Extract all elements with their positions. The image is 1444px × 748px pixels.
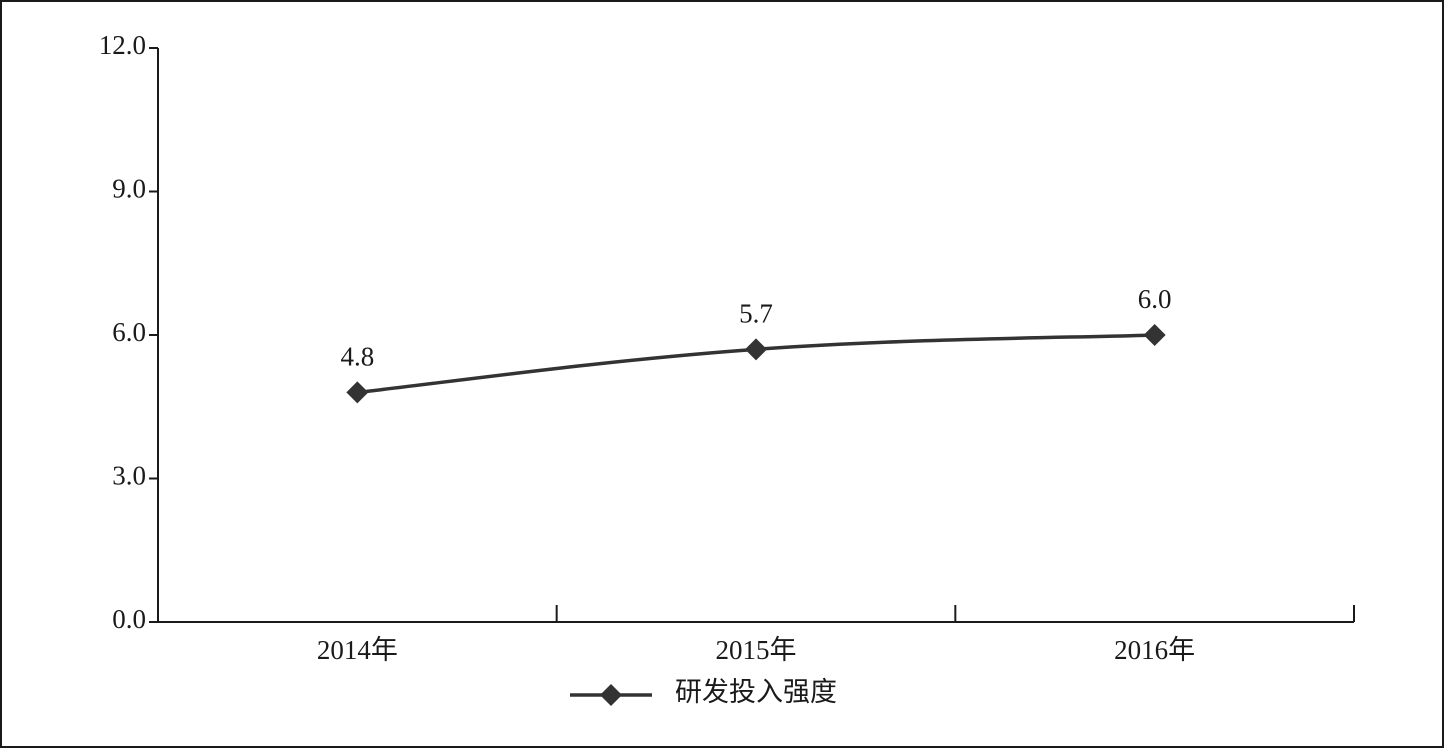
data-label: 6.0: [1138, 284, 1172, 314]
legend-marker: [600, 684, 622, 706]
marker: [346, 381, 369, 404]
x-tick-label: 2015年: [716, 635, 797, 665]
y-tick-label: 0.0: [112, 604, 146, 634]
y-tick-label: 3.0: [112, 461, 146, 491]
y-tick-label: 6.0: [112, 317, 146, 347]
y-tick-label: 12.0: [99, 30, 146, 60]
x-tick-label: 2014年: [317, 635, 398, 665]
marker: [1143, 324, 1166, 346]
data-label: 4.8: [340, 342, 374, 372]
legend-label: 研发投入强度: [675, 677, 837, 707]
x-tick-label: 2016年: [1114, 635, 1195, 665]
y-tick-label: 9.0: [112, 174, 146, 204]
marker: [745, 338, 767, 361]
data-label: 5.7: [739, 299, 773, 329]
